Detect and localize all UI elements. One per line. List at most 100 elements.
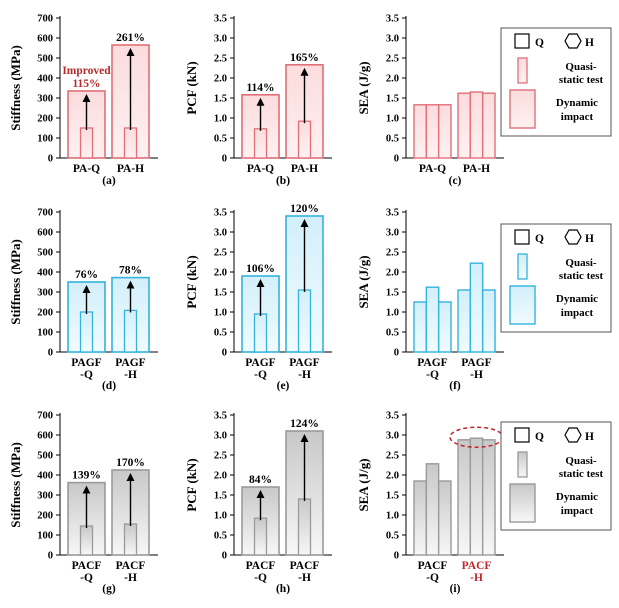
quasi-static-bar [413, 104, 428, 159]
category-label: PA-Q [73, 163, 100, 175]
y-tick-label: 1.5 [214, 491, 227, 502]
quasi-static-bar [437, 301, 452, 353]
y-tick-label: 3.0 [214, 34, 227, 45]
y-tick-label: 300 [37, 94, 53, 105]
y-tick-label: 0.5 [214, 328, 227, 339]
y-tick-label: 2.0 [386, 268, 399, 279]
y-tick-label: 1.0 [214, 511, 227, 522]
quasi-static-bar [253, 313, 268, 353]
quasi-static-bar [469, 437, 484, 556]
y-tick-label: 0 [222, 348, 227, 359]
y-tick-label: 0.5 [386, 328, 399, 339]
y-tick-label: 3.0 [214, 228, 227, 239]
category-label: PACF [462, 560, 492, 572]
legend-q-label: Q [535, 233, 544, 245]
quasi-static-bar [481, 289, 496, 353]
quasi-static-bar [253, 128, 268, 159]
y-tick-label: 1.0 [214, 308, 227, 319]
quasi-static-bar [457, 92, 472, 159]
y-tick-label: 3.0 [214, 431, 227, 442]
quasi-static-bar [79, 127, 94, 159]
percent-annotation: 84% [249, 474, 272, 486]
quasi-static-bar [123, 127, 138, 159]
y-tick-label: 600 [37, 228, 53, 239]
quasi-static-bar [425, 463, 440, 556]
legends-layer: Q H Quasi-static test Dynamic impact Q H Quasi-… [500, 27, 612, 531]
category-label: -H [124, 572, 137, 584]
category-label: -Q [426, 369, 439, 381]
legend-q-label: Q [535, 431, 544, 443]
quasi-static-bar [297, 498, 312, 556]
quasi-static-bar [457, 439, 472, 556]
percent-annotation: 165% [290, 52, 319, 64]
category-label: PACF [116, 560, 146, 572]
category-label: PA-H [463, 163, 490, 175]
legend-dynamic-swatch [509, 89, 536, 129]
quasi-static-bar [437, 104, 452, 159]
y-tick-label: 100 [37, 134, 53, 145]
square-icon [514, 33, 530, 49]
chart-panel-g: 0 100 200 300 400 500 600 700 Stiffness (MPa) 139… [8, 411, 158, 595]
hexagon-icon [564, 33, 582, 49]
quasi-static-bar [437, 480, 452, 556]
category-label: PAGF [71, 357, 101, 369]
percent-annotation: 120% [290, 203, 319, 215]
y-tick-label: 2.5 [214, 248, 227, 259]
panel-label: (b) [276, 175, 290, 187]
y-tick-label: 500 [37, 248, 53, 259]
y-tick-label: 3.5 [214, 208, 227, 219]
y-tick-label: 0 [394, 551, 399, 562]
y-tick-label: 100 [37, 328, 53, 339]
y-tick-label: 700 [37, 14, 53, 25]
panel-label: (e) [277, 380, 290, 392]
y-tick-label: 2.0 [214, 268, 227, 279]
y-tick-label: 2.5 [386, 54, 399, 65]
y-tick-label: 200 [37, 308, 53, 319]
quasi-static-bar [469, 91, 484, 159]
category-label: PACF [290, 560, 320, 572]
y-tick-label: 0 [48, 348, 53, 359]
legend-gray: Q H Quasi-static test Dynamic impact [500, 421, 612, 531]
legend-quasi-label: static test [559, 74, 604, 86]
y-tick-label: 200 [37, 114, 53, 125]
panel-label: (f) [449, 380, 461, 392]
category-label: -Q [254, 369, 267, 381]
y-tick-label: 700 [37, 208, 53, 219]
square-icon [514, 229, 530, 245]
y-tick-label: 200 [37, 511, 53, 522]
chart-panel-b: 0 0.5 1.0 1.5 2.0 2.5 3.0 3.5 PCF (kN) 114% PA-Q 16… [184, 14, 332, 187]
y-tick-label: 600 [37, 34, 53, 45]
percent-annotation: 124% [290, 418, 319, 430]
legend-blue: Q H Quasi-static test Dynamic impact [500, 223, 612, 333]
percent-annotation: 170% [116, 457, 145, 469]
y-tick-label: 2.0 [386, 471, 399, 482]
legend-dynamic-swatch [509, 285, 536, 325]
legend-dynamic-label: Dynamic [556, 97, 598, 109]
y-axis-label: SEA (J/g) [356, 255, 371, 308]
legend-quasi-swatch [517, 253, 528, 280]
y-tick-label: 3.5 [214, 411, 227, 422]
y-tick-label: 300 [37, 491, 53, 502]
y-tick-label: 100 [37, 531, 53, 542]
quasi-static-bar [297, 120, 312, 159]
percent-annotation: 139% [72, 470, 101, 482]
quasi-static-bar [79, 311, 94, 353]
y-tick-label: 400 [37, 74, 53, 85]
y-tick-label: 2.5 [214, 54, 227, 65]
y-axis-label: PCF (kN) [184, 458, 199, 511]
y-tick-label: 0 [222, 551, 227, 562]
category-label: PA-H [117, 163, 144, 175]
chart-panel-a: 0 100 200 300 400 500 600 700 Stiffness (MPa) 115… [8, 14, 158, 187]
y-tick-label: 2.0 [214, 471, 227, 482]
legend-h-label: H [585, 233, 594, 245]
legend-quasi-swatch [517, 57, 528, 84]
percent-annotation: 106% [246, 263, 275, 275]
y-tick-label: 3.5 [386, 14, 399, 25]
chart-panel-c: 0 0.5 1.0 1.5 2.0 2.5 3.0 3.5 SEA (J/g) PA-Q PA-H(… [356, 14, 504, 187]
panel-label: (a) [102, 175, 116, 187]
quasi-static-bar [469, 262, 484, 353]
